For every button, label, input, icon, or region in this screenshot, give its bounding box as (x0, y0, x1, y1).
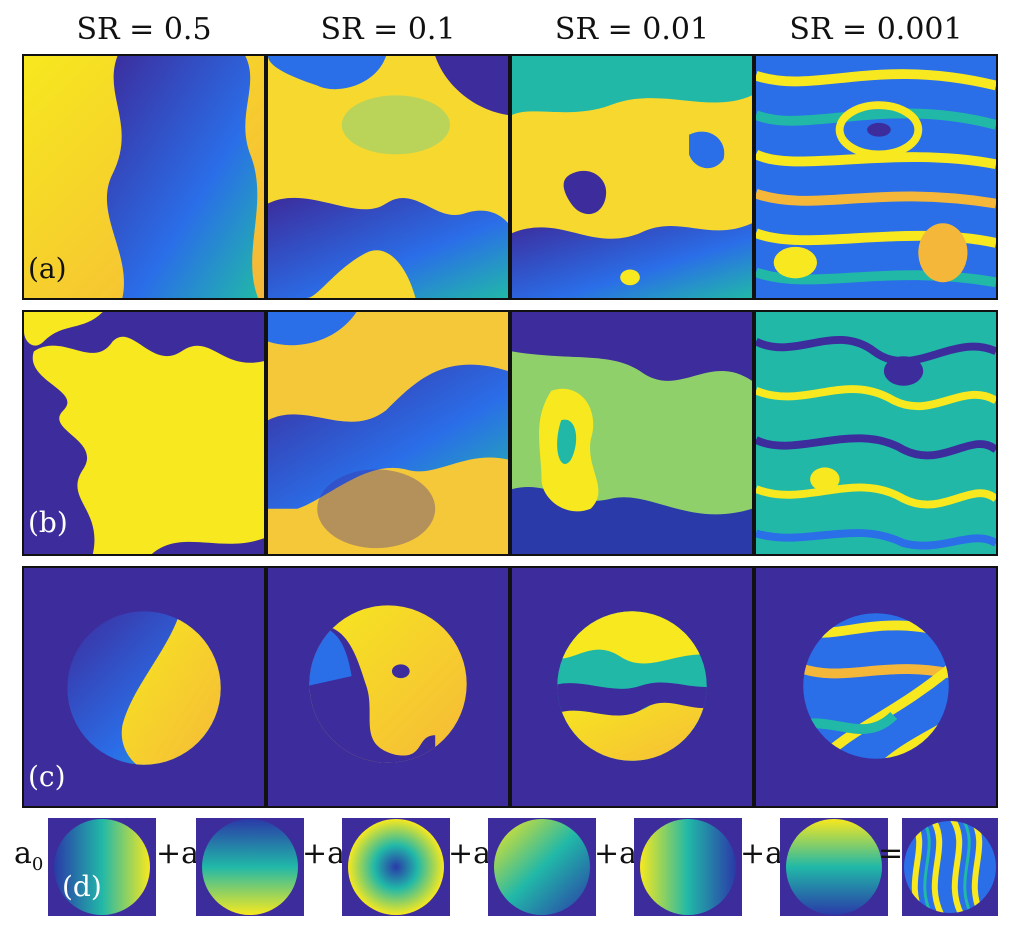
basis-term-5 (780, 818, 888, 916)
basis-term-4 (634, 818, 742, 916)
basis-term-1 (196, 818, 304, 916)
panel-b-sr-0.001 (754, 310, 998, 556)
panel-b-sr-0.5 (22, 310, 266, 556)
panel-a-sr-0.1 (266, 54, 510, 300)
basis-term-0 (48, 818, 156, 916)
result-phase-map (902, 818, 998, 916)
row-label-b: (b) (28, 506, 68, 539)
panel-a-sr-0.01 (510, 54, 754, 300)
panel-a-sr-0.5 (22, 54, 266, 300)
coef-a1: +a1 (156, 836, 210, 875)
column-header-sr-0.5: SR = 0.5 (76, 12, 212, 47)
basis-term-2 (342, 818, 450, 916)
coef-a0: a0 (14, 836, 44, 875)
panel-c-sr-0.001 (754, 566, 998, 808)
equals-sign: = (878, 836, 904, 871)
column-header-sr-0.01: SR = 0.01 (554, 12, 710, 47)
panel-c-sr-0.1 (266, 566, 510, 808)
row-label-a: (a) (28, 252, 67, 285)
panel-b-sr-0.1 (266, 310, 510, 556)
panel-c-sr-0.01 (510, 566, 754, 808)
panel-b-sr-0.01 (510, 310, 754, 556)
panel-c-sr-0.5 (22, 566, 266, 808)
row-label-d: (d) (62, 870, 102, 903)
column-header-sr-0.001: SR = 0.001 (789, 12, 963, 47)
column-header-sr-0.1: SR = 0.1 (320, 12, 456, 47)
basis-term-3 (488, 818, 596, 916)
panel-a-sr-0.001 (754, 54, 998, 300)
row-label-c: (c) (28, 760, 66, 793)
